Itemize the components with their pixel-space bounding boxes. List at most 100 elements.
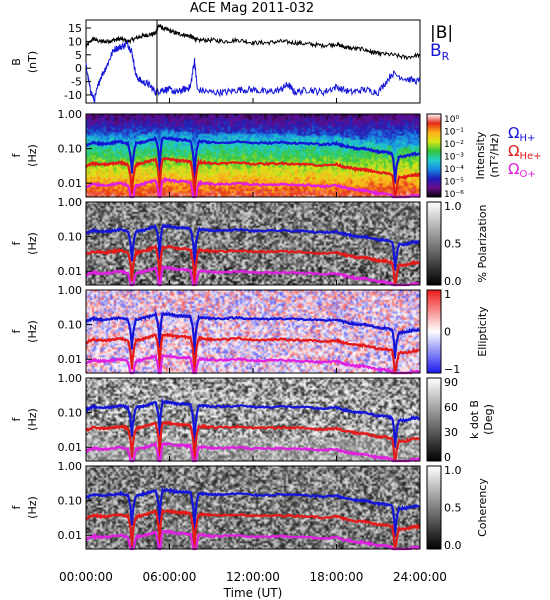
colorbar-tick-label: 0.5	[444, 502, 462, 515]
colorbar-tick-label: 0.5	[444, 238, 462, 251]
y-axis-label-f-unit: (Hz)	[26, 320, 39, 343]
y-tick-label: 1.00	[58, 460, 83, 473]
colorbar-tick-label: 10⁻³	[444, 153, 464, 163]
y-tick-label: 1.00	[58, 108, 83, 121]
colorbar-tick-label: 10⁻¹	[444, 128, 464, 138]
colorbar-label-unit: (nT²/Hz)	[488, 133, 501, 177]
colorbar-label-unit: (Deg)	[482, 404, 495, 435]
colorbar-tick-label: 0.0	[444, 539, 462, 552]
y-tick-label: 1.00	[58, 196, 83, 209]
y-axis-label-f: f	[10, 416, 23, 421]
x-axis-label: Time (UT)	[223, 586, 283, 600]
x-tick-label: 24:00:00	[393, 570, 447, 584]
gyrofrequency-line-h	[85, 222, 420, 271]
colorbar-tick-label: 10⁻⁴	[444, 165, 464, 175]
legend-omega-he: ΩHe+	[508, 142, 542, 162]
figure-title: ACE Mag 2011-032	[190, 1, 314, 16]
y-tick-label: 0.10	[58, 319, 83, 332]
x-tick-labels: 00:00:00 06:00:00 12:00:00 18:00:00 24:00:00	[59, 98, 447, 584]
y-axis-label-f: f	[10, 152, 23, 157]
colorbar-tick-label: 60	[444, 401, 458, 414]
y-tick-label: 5	[75, 49, 82, 62]
y-tick-label: 0.01	[58, 441, 83, 454]
gyrofrequency-line-he	[85, 420, 420, 463]
y-tick-label: 1.00	[58, 284, 83, 297]
y-axis-label-f: f	[10, 328, 23, 333]
x-tick-label: 00:00:00	[59, 570, 113, 584]
gyrofrequency-line-he	[85, 332, 420, 375]
gyrofrequency-line-h	[85, 310, 420, 360]
panel-polarization: 1.00 0.10 0.01 f (Hz) 1.0 0.5 0.0 % Polarization	[10, 196, 489, 288]
colorbar-tick-label: 0	[444, 451, 451, 464]
x-tick-label: 12:00:00	[226, 570, 280, 584]
x-tick-label: 18:00:00	[310, 570, 364, 584]
colorbar-tick-label: 10⁻⁵	[444, 178, 464, 188]
gyrofrequency-legend: ΩH+ ΩHe+ ΩO+	[508, 124, 542, 180]
y-axis-label-b: B	[10, 58, 23, 66]
y-tick-label: 0.10	[58, 407, 83, 420]
colorbar-label: Intensity	[474, 131, 487, 179]
colorbar-tick-label: 0.0	[444, 275, 462, 288]
y-tick-label: 1.00	[58, 372, 83, 385]
y-tick-label: -10	[64, 89, 82, 102]
colorbar-ellipticity	[426, 289, 442, 374]
y-tick-label: 0.10	[58, 495, 83, 508]
colorbar-tick-label: 1.0	[444, 464, 462, 477]
y-tick-label: 15	[68, 22, 82, 35]
y-axis-label-f: f	[10, 240, 23, 245]
colorbar-tick-label: 90	[444, 376, 458, 389]
y-tick-label: 0.10	[58, 231, 83, 244]
colorbar-tick-label: 10⁻⁶	[444, 190, 464, 200]
gyrofrequency-line-he	[85, 507, 421, 551]
colorbar-label: Coherency	[476, 478, 489, 537]
y-tick-label: 0.01	[58, 353, 83, 366]
legend-b-total: |B|	[430, 23, 453, 43]
gyrofrequency-line-h	[85, 397, 421, 449]
spectrogram-image	[86, 466, 420, 549]
panel-power-spectrum: 1.00 0.10 0.01 f (Hz) 10⁰ 10⁻¹ 10⁻² 10⁻³ 10⁻⁴ 10⁻⁵…	[10, 108, 501, 200]
y-tick-label: 0.10	[58, 143, 83, 156]
colorbar-wave-normal-angle	[426, 377, 442, 462]
colorbar-tick-label: 1.0	[444, 200, 462, 213]
colorbar-tick-label: 10⁰	[444, 115, 459, 125]
panel-coherency: 1.00 0.10 0.01 f (Hz) 1.0 0.5 0.0 Coherency	[10, 460, 489, 552]
y-tick-label: 10	[68, 35, 82, 48]
y-axis-label-f-unit: (Hz)	[26, 144, 39, 167]
colorbar-tick-label: 1	[444, 288, 451, 301]
legend-b-radial: BR	[430, 41, 450, 63]
colorbar-power-spectrum	[426, 113, 442, 198]
gyrofrequency-line-h	[86, 135, 421, 184]
gyrofrequency-line-he	[85, 243, 421, 287]
colorbar-label: k dot B	[468, 400, 481, 439]
y-axis-label-b-unit: (nT)	[26, 51, 39, 73]
colorbar-coherency	[426, 465, 442, 550]
series-line-b-radial	[85, 39, 421, 104]
colorbar-tick-label: 10⁻²	[444, 140, 464, 150]
y-tick-label: 0	[75, 62, 82, 75]
spectral-panels: 1.000.100.01f (Hz)10⁰10⁻¹10⁻²10⁻³10⁻⁴10⁻⁵…	[10, 108, 501, 552]
gyrofrequency-line-he	[84, 156, 420, 199]
colorbar-polarization	[426, 201, 442, 286]
colorbar-tick-label: 30	[444, 426, 458, 439]
y-tick-label: -5	[71, 76, 82, 89]
y-axis-label-f-unit: (Hz)	[26, 496, 39, 519]
panel-ellipticity: 1.00 0.10 0.01 f (Hz) 1 0 −1 Ellipticity	[10, 284, 489, 376]
legend-omega-h: ΩH+	[508, 124, 535, 144]
colorbar-tick-label: −1	[444, 363, 460, 376]
y-axis-label-f: f	[10, 504, 23, 509]
colorbar-label: % Polarization	[476, 205, 489, 283]
y-axis-label-f-unit: (Hz)	[26, 232, 39, 255]
x-tick-label: 06:00:00	[143, 570, 197, 584]
y-tick-label: 0.01	[58, 177, 83, 190]
colorbar-tick-label: 0	[444, 326, 451, 339]
panel-wave-normal-angle: 1.00 0.10 0.01 f (Hz) 90 60 30 0 k dot B (Deg)	[10, 372, 495, 464]
field-series	[85, 20, 421, 104]
y-tick-label: 0.01	[58, 265, 83, 278]
gyrofrequency-line-h	[85, 486, 420, 536]
y-axis-label-f-unit: (Hz)	[26, 408, 39, 431]
y-tick-label: 0.01	[58, 529, 83, 542]
legend-omega-o: ΩO+	[508, 160, 536, 180]
